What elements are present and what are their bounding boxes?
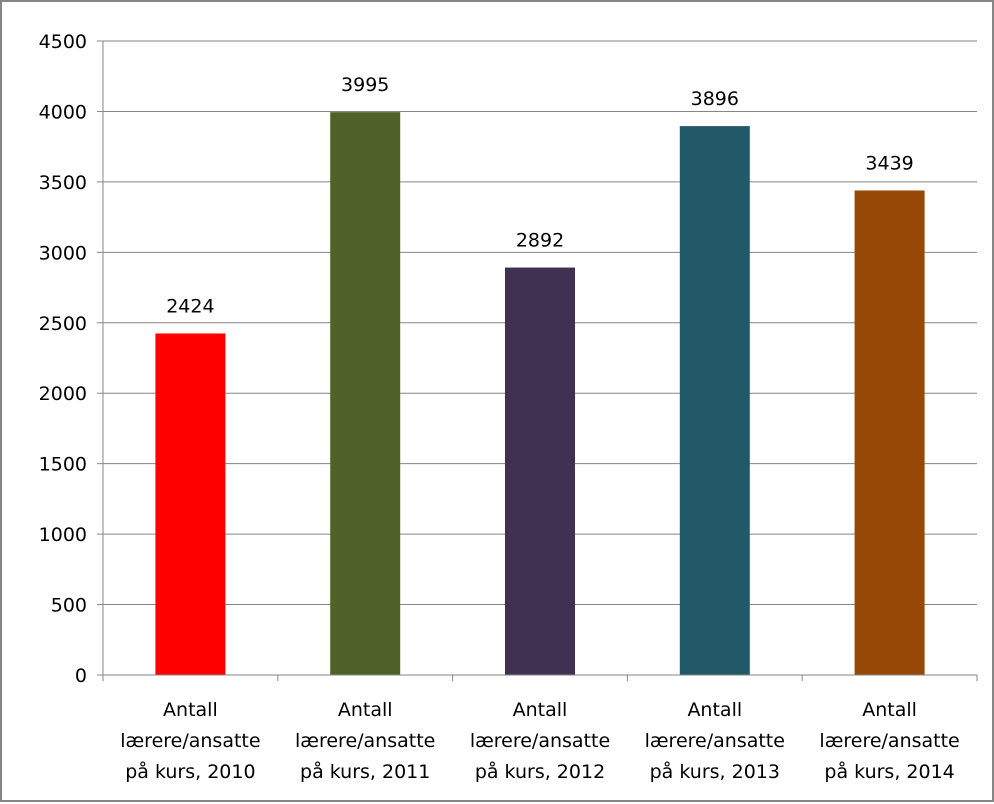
bar [679, 126, 750, 676]
y-tick-label: 500 [51, 595, 87, 617]
x-category-label-line: Antall [513, 699, 568, 721]
x-category-label-line: på kurs, 2013 [650, 760, 780, 783]
x-category-label: Antall lærere/ansatte på kurs, 2013 [645, 699, 785, 783]
y-tick-label: 0 [75, 665, 87, 687]
x-category-label-line: Antall [338, 699, 393, 721]
x-axis: Antall lærere/ansatte på kurs, 2010 Antall l… [102, 674, 978, 783]
x-category-label: Antall lærere/ansatte på kurs, 2011 [295, 699, 435, 783]
x-category-label-line: lærere/ansatte [645, 730, 785, 752]
bar [505, 267, 575, 675]
data-label: 2892 [516, 230, 564, 252]
data-label: 3896 [691, 88, 739, 110]
x-category-label-line: på kurs, 2014 [824, 760, 954, 783]
bar [330, 112, 401, 676]
x-category-label: Antall lærere/ansatte på kurs, 2012 [470, 699, 610, 783]
data-label: 3439 [865, 152, 913, 174]
x-category-label-line: Antall [862, 699, 917, 721]
y-tick-label: 4000 [39, 101, 87, 123]
data-label: 3995 [341, 74, 389, 96]
y-tick-label: 2000 [39, 383, 87, 405]
x-category-label-line: lærere/ansatte [120, 730, 260, 752]
bar [854, 190, 925, 676]
y-tick-label: 3500 [39, 172, 87, 194]
x-category-label-line: lærere/ansatte [295, 730, 435, 752]
x-category-label-line: Antall [163, 699, 218, 721]
bars: 2424 3995 2892 3896 3439 [155, 74, 925, 676]
y-axis: 0 500 1000 1500 2000 2500 3000 3500 4000 4500 [39, 31, 104, 687]
x-category-label-line: lærere/ansatte [819, 730, 959, 752]
x-category-label-line: på kurs, 2011 [300, 760, 430, 783]
y-tick-label: 1500 [39, 454, 87, 476]
x-category-label-line: lærere/ansatte [470, 730, 610, 752]
x-category-label-line: på kurs, 2012 [475, 760, 605, 783]
x-category-label: Antall lærere/ansatte på kurs, 2014 [819, 699, 959, 783]
y-tick-label: 4500 [39, 31, 87, 53]
data-label: 2424 [166, 295, 214, 317]
x-category-label-line: Antall [687, 699, 742, 721]
y-tick-label: 3000 [39, 242, 87, 264]
x-category-label-line: på kurs, 2010 [125, 760, 255, 783]
x-category-label: Antall lærere/ansatte på kurs, 2010 [120, 699, 260, 783]
y-tick-label: 2500 [39, 313, 87, 335]
bar [155, 333, 226, 675]
y-tick-label: 1000 [39, 524, 87, 546]
